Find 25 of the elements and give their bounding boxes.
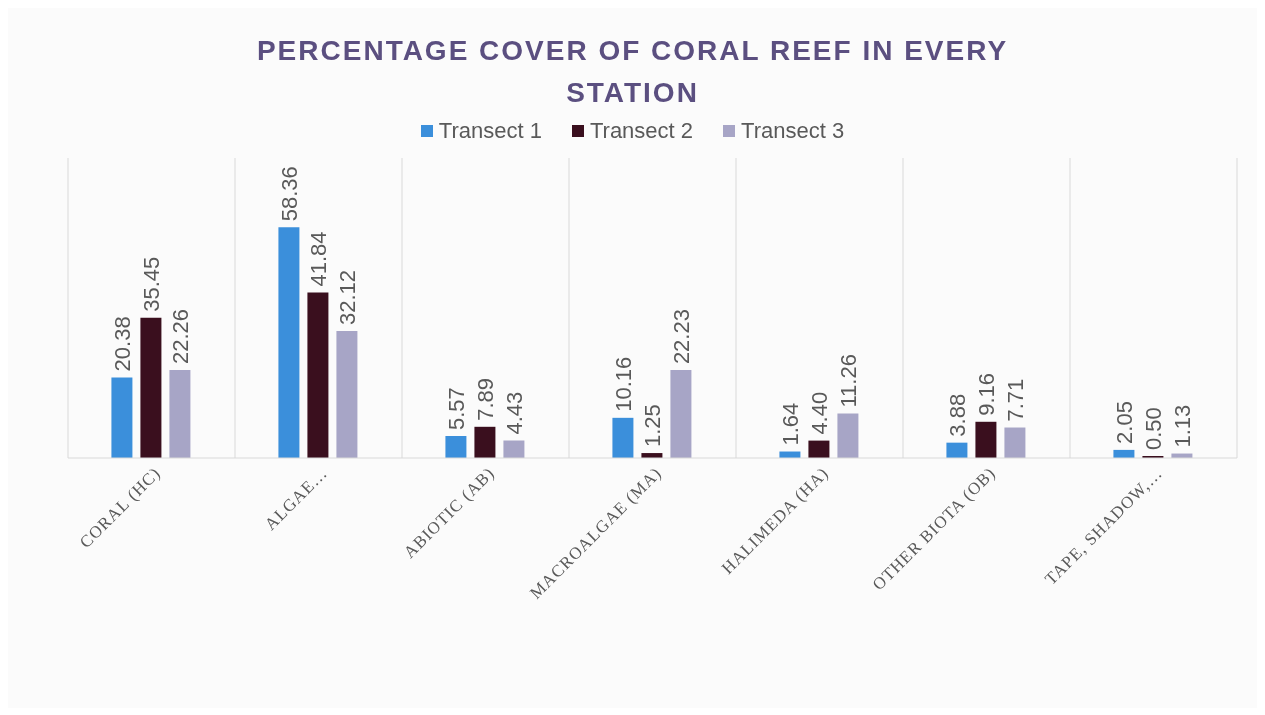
data-label: 1.13 xyxy=(1169,404,1195,448)
data-label: 7.89 xyxy=(472,377,498,421)
data-label: 5.57 xyxy=(443,387,469,430)
data-label: 1.25 xyxy=(639,404,665,448)
data-label: 4.43 xyxy=(501,391,527,435)
data-label: 58.36 xyxy=(276,166,302,222)
data-label: 22.26 xyxy=(167,308,193,364)
data-label: 0.50 xyxy=(1140,407,1166,451)
data-label: 35.45 xyxy=(138,256,164,312)
data-label: 3.88 xyxy=(944,393,970,437)
legend-label: Transect 3 xyxy=(741,118,845,144)
data-label: 9.16 xyxy=(973,372,999,416)
legend-label: Transect 2 xyxy=(589,118,694,144)
data-label: 7.71 xyxy=(1002,378,1028,422)
data-label: 22.23 xyxy=(668,309,694,365)
data-label: 41.84 xyxy=(305,231,331,287)
data-label: 1.64 xyxy=(777,402,803,446)
data-label: 11.26 xyxy=(835,354,861,408)
data-label: 32.12 xyxy=(334,269,360,325)
legend-label: Transect 1 xyxy=(438,118,542,144)
data-label: 20.38 xyxy=(109,316,135,372)
data-label: 2.05 xyxy=(1111,401,1137,444)
chart-title: PERCENTAGE COVER OF CORAL REEF IN EVERY STATION xyxy=(255,34,1010,110)
data-label: 4.40 xyxy=(806,391,832,435)
data-label: 10.16 xyxy=(610,356,636,412)
